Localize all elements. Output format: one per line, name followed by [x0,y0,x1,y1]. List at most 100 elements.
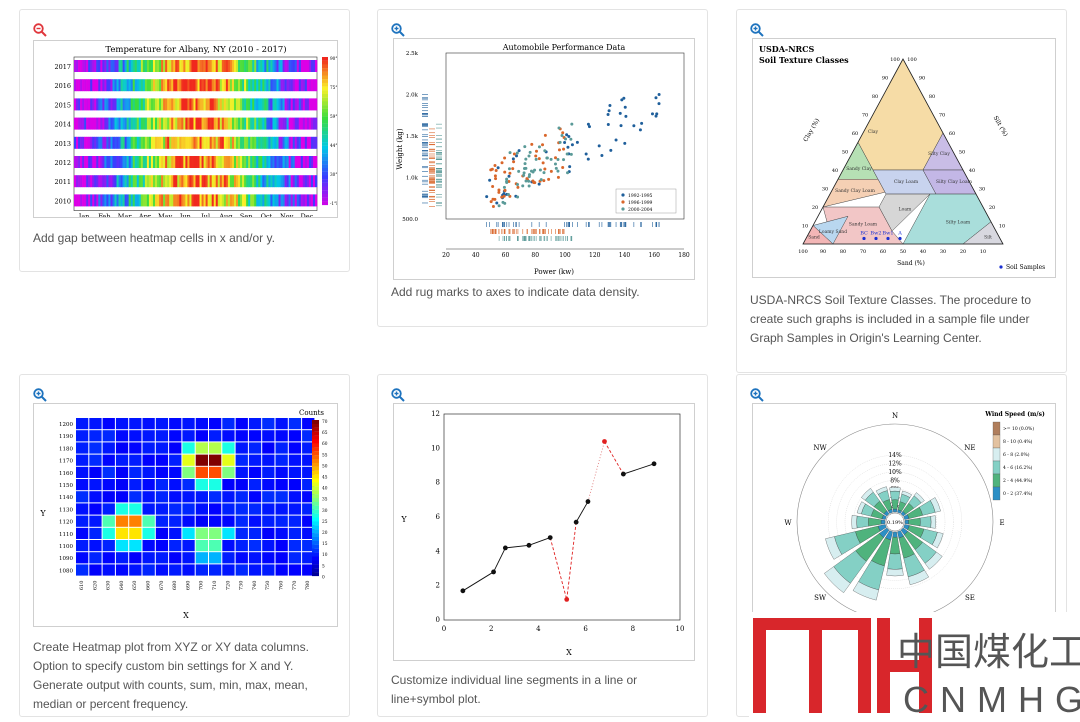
heatmap-cell [183,156,186,168]
heatmap-cell [179,194,182,207]
colorbar-title: Counts [299,409,324,417]
x-tick-label: 120 [589,252,601,259]
gallery-card-soil-texture[interactable]: USDA-NRCS Soil Texture Classes Clay (%) … [736,9,1067,373]
heatmap-cell [248,430,262,442]
heatmap-cell [169,98,172,111]
card-caption: Add gap between heatmap cells in x and/o… [33,231,275,245]
heatmap-cell [240,117,243,130]
heatmap-cell [280,175,283,188]
chart-thumbnail[interactable]: Counts X Y 1200 1190 1180 1170 1160 1150 1140 1… [33,403,338,627]
heatmap-cell [219,79,223,92]
heatmap-cell [96,194,99,207]
heatmap-cell [250,156,253,168]
heatmap-cell [169,156,172,168]
heatmap-cell [278,136,281,149]
heatmap-cell [238,136,241,149]
scatter-point [488,178,492,182]
heatmap-cell [140,136,144,149]
gallery-card-line-segments[interactable]: X Y 0 2 4 6 8 10 0 2 4 6 8 10 12 Customize individua… [377,374,708,717]
heatmap-cell [306,79,310,92]
zoom-icon[interactable] [33,23,47,37]
heatmap-cell [104,98,107,111]
heatmap-cell [205,60,208,72]
colorbar-segment [312,462,319,467]
heatmap-cell [142,552,155,564]
gallery-card-albany-heatmap[interactable]: Temperature for Albany, NY (2010 - 2017)… [19,9,350,272]
heatmap-cell [129,503,142,515]
heatmap-cell [310,98,314,111]
scatter-point [606,112,610,116]
scatter-point [565,133,569,137]
heatmap-cell [296,175,300,188]
heatmap-cell [217,136,221,149]
heatmap-cell [114,98,117,111]
year-tick-label: 2011 [54,178,71,186]
heatmap-cell [280,98,283,111]
zoom-icon[interactable] [391,388,405,402]
chart-thumbnail[interactable]: X Y 0 2 4 6 8 10 0 2 4 6 8 10 12 [393,403,695,661]
scatter-point [527,179,531,183]
zoom-icon[interactable] [750,23,764,37]
gallery-card-automobile-scatter[interactable]: Automobile Performance Data Power (kw) W… [377,9,708,327]
heatmap-cell [242,79,245,92]
scatter-point [584,152,588,156]
heatmap-cell [89,479,102,491]
scatter-point [516,183,520,187]
heatmap-cell [203,98,206,111]
heatmap-cell [275,540,288,552]
heatmap-cell [274,175,277,188]
heatmap-cell [275,515,288,527]
chart-thumbnail[interactable]: Temperature for Albany, NY (2010 - 2017)… [33,40,338,218]
grid-ring [827,454,963,590]
heatmap-cell [171,194,174,207]
automobile-scatter-chart: Automobile Performance Data Power (kw) W… [396,43,690,276]
colorbar-segment [312,533,319,538]
heatmap-cell [272,98,275,111]
heatmap-cell [231,156,235,168]
heatmap-cell [304,175,308,188]
y-tick-label: 8 [436,479,440,487]
heatmap-cell [211,136,215,149]
gallery-card-xyz-heatmap[interactable]: Counts X Y 1200 1190 1180 1170 1160 1150 1140 1… [19,374,350,717]
chart-thumbnail[interactable]: Automobile Performance Data Power (kw) W… [393,38,695,280]
heatmap-cell [106,98,109,111]
heatmap-cell [275,454,288,466]
heatmap-cell [296,194,300,207]
wind-sector [880,519,886,525]
heatmap-cell [306,156,310,168]
heatmap-cell [173,194,176,207]
heatmap-cell [227,79,231,92]
heatmap-cell [115,479,129,491]
heatmap-cell [288,564,302,576]
heatmap-cell [256,117,259,130]
heatmap-cell [167,156,170,168]
heatmap-cell [181,117,184,130]
x-tick-label: 730 [239,581,245,591]
zoom-icon[interactable] [391,23,405,37]
heatmap-cell [233,156,237,168]
colorbar-segment [312,525,319,530]
heatmap-cell [155,564,169,576]
heatmap-cell [110,79,113,92]
heatmap-cell [150,194,154,207]
heatmap-cell [217,79,221,92]
heatmap-cell [270,98,273,111]
heatmap-cell [248,552,262,564]
heatmap-cell [193,194,196,207]
chart-thumbnail[interactable]: USDA-NRCS Soil Texture Classes Clay (%) … [752,38,1056,278]
heatmap-cell [268,194,271,207]
heatmap-cell [110,156,113,168]
heatmap-cell [292,136,296,149]
legend-marker [621,207,625,211]
heatmap-cell [76,117,79,130]
zoom-icon[interactable] [750,388,764,402]
heatmap-cell [167,60,170,72]
scatter-point [496,166,500,170]
colorbar-segment [312,470,319,475]
zoom-icon[interactable] [33,388,47,402]
heatmap-cell [115,552,129,564]
heatmap-cell [292,117,296,130]
heatmap-cell [102,98,105,111]
heatmap-cell [82,60,85,72]
chart-thumbnail[interactable]: Wind Speed (m/s) 14%12%10%8%6%4%2%NNEESE… [752,403,1056,640]
